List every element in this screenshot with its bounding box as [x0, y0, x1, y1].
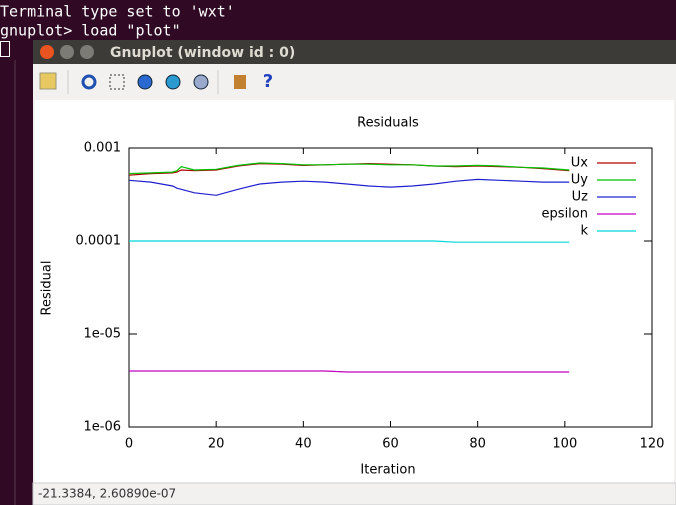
y-tick-label: 1e-05 — [83, 327, 121, 342]
copy-icon[interactable] — [39, 72, 57, 90]
statusbar — [32, 482, 676, 505]
status-text: -21.3384, 2.60890e-07 — [38, 487, 176, 501]
autoscale-icon[interactable] — [193, 74, 209, 90]
series-line — [129, 370, 570, 373]
terminal-line: Terminal type set to 'wxt' — [0, 3, 235, 21]
zoom-next-icon[interactable] — [165, 74, 181, 90]
config-icon[interactable] — [234, 75, 246, 89]
x-tick-label: 100 — [552, 437, 577, 452]
series-line — [128, 178, 570, 196]
x-tick-label: 120 — [640, 437, 665, 452]
legend-label: epsilon — [542, 207, 588, 222]
close-button[interactable] — [40, 45, 54, 59]
x-tick-label: 40 — [295, 437, 312, 452]
series-line — [129, 240, 570, 243]
y-axis-label: Residual — [40, 261, 55, 316]
terminal-line: gnuplot> load "plot" — [0, 22, 181, 40]
grid-icon[interactable] — [109, 74, 125, 90]
titlebar — [33, 40, 676, 64]
x-axis-label: Iteration — [360, 463, 415, 478]
x-tick-label: 20 — [208, 437, 225, 452]
legend-label: Ux — [571, 156, 589, 171]
toolbar: ? — [39, 70, 273, 94]
y-tick-label: 0.0001 — [76, 234, 122, 249]
legend-label: k — [580, 224, 588, 239]
chart-title: Residuals — [357, 116, 419, 131]
legend-label: Uz — [572, 190, 589, 205]
help-icon[interactable]: ? — [263, 71, 273, 92]
x-tick-label: 60 — [382, 437, 399, 452]
minimize-button[interactable] — [60, 45, 74, 59]
window-title: Gnuplot (window id : 0) — [110, 45, 295, 61]
legend-label: Uy — [571, 173, 589, 188]
x-tick-label: 0 — [125, 437, 133, 452]
y-tick-label: 1e-06 — [83, 420, 121, 435]
series-line — [128, 162, 570, 175]
cursor — [0, 41, 10, 57]
replot-icon[interactable] — [81, 74, 97, 90]
y-tick-label: 0.001 — [84, 141, 121, 156]
zoom-prev-icon[interactable] — [137, 74, 153, 90]
x-tick-label: 80 — [469, 437, 486, 452]
maximize-button[interactable] — [80, 45, 94, 59]
